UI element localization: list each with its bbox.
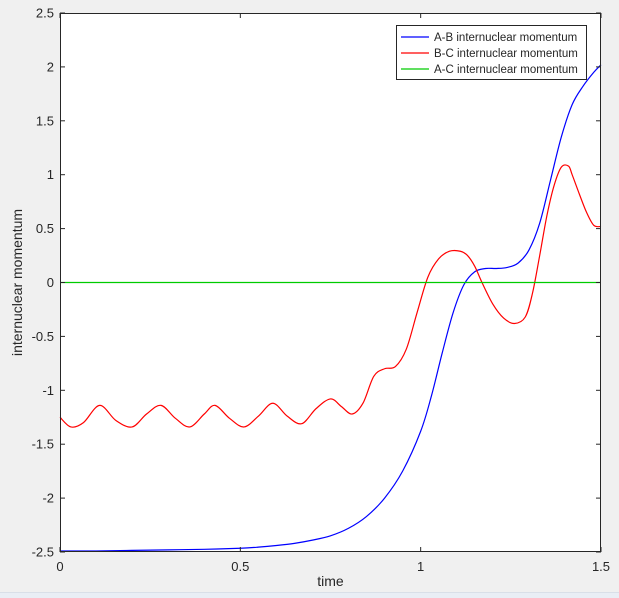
y-tick-label: 0.5	[36, 221, 54, 236]
series-layer	[59, 64, 602, 552]
series-line-a-b-internuclear-momentum	[59, 64, 602, 552]
x-axis-label: time	[317, 573, 344, 589]
y-tick-label: 2.5	[36, 6, 54, 21]
series-line-b-c-internuclear-momentum	[59, 164, 602, 428]
y-tick-label: -1	[42, 383, 54, 398]
y-tick-label: 2	[47, 59, 54, 74]
x-tick-label: 0	[56, 559, 63, 574]
x-tick-label: 0.5	[231, 559, 249, 574]
y-tick-label: 1	[47, 167, 54, 182]
y-tick-label: -2.5	[32, 545, 54, 560]
x-tick-label: 1	[417, 559, 424, 574]
y-tick-label: 1.5	[36, 113, 54, 128]
y-tick-label: 0	[47, 275, 54, 290]
y-axis-label: internuclear momentum	[9, 209, 25, 356]
x-tick-label: 1.5	[592, 559, 610, 574]
y-tick-label: -2	[42, 491, 54, 506]
plot-frame	[60, 13, 601, 552]
legend-label-a-b-internuclear-momentum: A-B internuclear momentum	[434, 32, 577, 44]
y-tick-label: -0.5	[32, 329, 54, 344]
status-strip	[0, 592, 619, 598]
legend: A-B internuclear momentum B-C internuclea…	[396, 25, 587, 80]
legend-label-a-c-internuclear-momentum: A-C internuclear momentum	[434, 64, 578, 76]
legend-label-b-c-internuclear-momentum: B-C internuclear momentum	[434, 48, 578, 60]
y-tick-label: -1.5	[32, 437, 54, 452]
